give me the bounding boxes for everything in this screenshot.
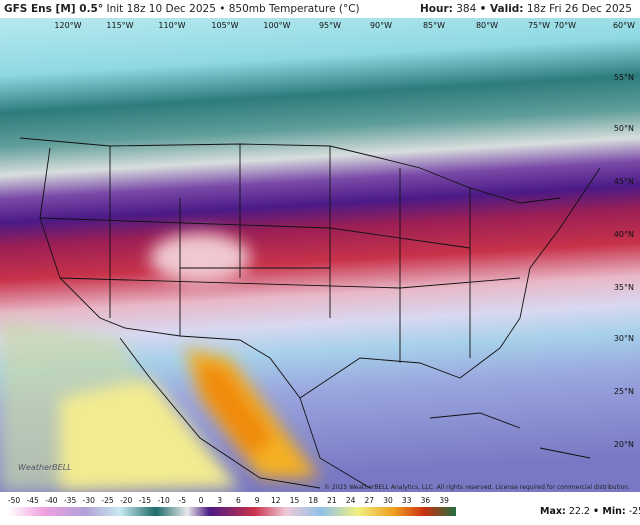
header-left: GFS Ens [M] 0.5° Init 18z 10 Dec 2025 • … [4,0,360,18]
colorbar-label: -10 [157,496,169,505]
min-label: • Min: [593,506,626,517]
hour-label: Hour: [420,3,453,15]
warm-anomalies [0,233,320,492]
longitude-label: 95°W [319,21,341,30]
colorbar-label: -5 [179,496,187,505]
colorbar [8,507,456,516]
colorbar-label: -30 [83,496,95,505]
colorbar-label: 24 [346,496,356,505]
colorbar-label: 6 [236,496,241,505]
hour: 384 [456,3,477,15]
max-label: Max: [540,506,566,517]
valid-label: • Valid: [479,3,524,15]
colorbar-label: -40 [45,496,57,505]
colorbar-label: 9 [255,496,260,505]
colorbar-label: -50 [8,496,20,505]
longitude-labels: 120°W 115°W 110°W 105°W 100°W 95°W 90°W 85°W 80°… [54,21,635,30]
header-right: Hour: 384 • Valid: 18z Fri 26 Dec 2025 [420,0,632,18]
longitude-label: 120°W [54,21,81,30]
latitude-label: 40°N [614,230,634,239]
valid: 18z Fri 26 Dec 2025 [526,3,632,15]
latitude-label: 30°N [614,334,634,343]
longitude-label: 110°W [158,21,185,30]
longitude-label: 100°W [263,21,290,30]
longitude-label: 105°W [211,21,238,30]
colorbar-label: 33 [402,496,412,505]
colorbar-label: -45 [27,496,39,505]
colorbar-label: 15 [290,496,300,505]
colorbar-label: 12 [271,496,281,505]
colorbar-label: 3 [217,496,222,505]
longitude-label: 90°W [370,21,392,30]
colorbar-label: -35 [64,496,76,505]
colorbar-label: 36 [421,496,431,505]
latitude-label: 55°N [614,73,634,82]
copyright: © 2025 WeatherBELL Analytics, LLC. All r… [324,484,630,491]
colorbar-label: -20 [120,496,132,505]
longitude-label: 115°W [106,21,133,30]
latitude-label: 45°N [614,177,634,186]
colorbar-label: 30 [383,496,393,505]
latitude-labels: 55°N 50°N 45°N 40°N 35°N 30°N 25°N 20°N [614,73,634,449]
header: GFS Ens [M] 0.5° Init 18z 10 Dec 2025 • … [0,0,640,18]
colorbar-label: 0 [199,496,204,505]
colorbar-label: 27 [365,496,375,505]
colorbar-labels: -50 -45 -40 -35 -30 -25 -20 -15 -10 -5 0 3 6 9 12 15 18 2… [8,496,449,505]
longitude-label: 85°W [423,21,445,30]
colorbar-label: 18 [308,496,318,505]
colorbar-label: -25 [101,496,113,505]
borders [19,137,601,489]
map: 120°W 115°W 110°W 105°W 100°W 95°W 90°W 85°W 80°… [0,18,640,492]
longitude-label: 60°W [613,21,635,30]
max-min: Max: 22.2 • Min: -25.3 [540,506,640,517]
logo: WeatherBELL [18,463,72,472]
min: -25.3 [629,506,640,517]
longitude-label: 75°W [528,21,550,30]
latitude-label: 25°N [614,387,634,396]
model: GFS Ens [M] 0.5° [4,3,104,15]
colorbar-label: -15 [139,496,151,505]
latitude-label: 50°N [614,124,634,133]
colorbar-label: 39 [439,496,449,505]
footer: -50 -45 -40 -35 -30 -25 -20 -15 -10 -5 0 3 6 9 12 15 18 2… [8,496,640,517]
longitude-label: 70°W [554,21,576,30]
colorbar-label: 21 [327,496,337,505]
max: 22.2 [569,506,590,517]
latitude-label: 20°N [614,440,634,449]
init: Init 18z 10 Dec 2025 • 850mb Temperature… [106,3,360,15]
longitude-label: 80°W [476,21,498,30]
latitude-label: 35°N [614,283,634,292]
